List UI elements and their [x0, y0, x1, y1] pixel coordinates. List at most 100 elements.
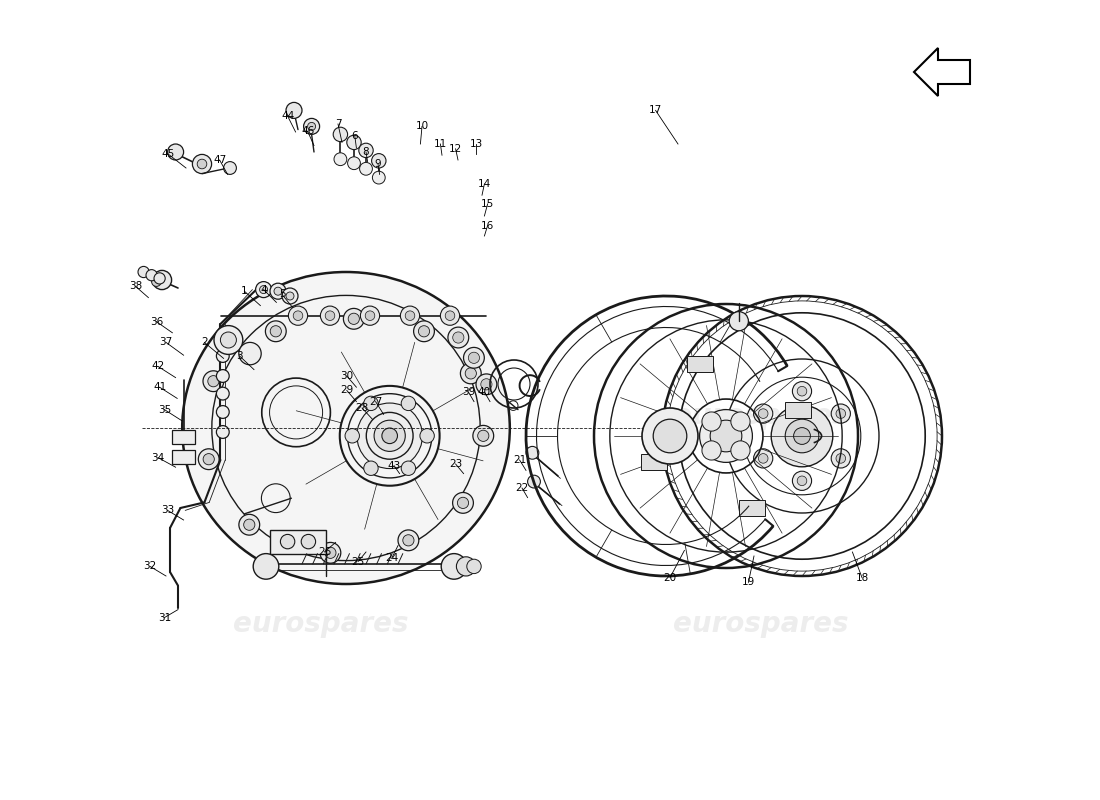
Circle shape — [167, 144, 184, 160]
Circle shape — [440, 306, 460, 326]
Circle shape — [798, 386, 806, 396]
Circle shape — [255, 282, 272, 298]
Circle shape — [146, 270, 157, 281]
Circle shape — [792, 471, 812, 490]
Text: 32: 32 — [143, 562, 156, 571]
Circle shape — [528, 475, 540, 488]
Circle shape — [223, 162, 236, 174]
Circle shape — [758, 454, 768, 463]
Text: 7: 7 — [334, 119, 341, 129]
Circle shape — [220, 332, 236, 348]
Circle shape — [418, 326, 430, 337]
Circle shape — [702, 441, 722, 460]
Text: 43: 43 — [387, 461, 400, 470]
Circle shape — [456, 557, 475, 576]
Text: 2: 2 — [201, 338, 208, 347]
Text: 8: 8 — [363, 147, 370, 157]
Text: 21: 21 — [513, 455, 526, 465]
Circle shape — [282, 288, 298, 304]
Text: 28: 28 — [355, 403, 368, 413]
Circle shape — [239, 342, 261, 365]
Text: 44: 44 — [280, 111, 294, 121]
Text: 4: 4 — [261, 285, 267, 294]
Text: 31: 31 — [157, 613, 170, 622]
Circle shape — [356, 403, 422, 469]
Circle shape — [461, 363, 481, 384]
Text: 39: 39 — [462, 387, 475, 397]
Text: 45: 45 — [161, 149, 174, 158]
Circle shape — [477, 430, 488, 442]
Circle shape — [214, 326, 243, 354]
Text: 30: 30 — [340, 371, 353, 381]
Circle shape — [420, 429, 434, 443]
Text: 27: 27 — [368, 397, 382, 406]
Circle shape — [364, 396, 378, 410]
Circle shape — [798, 476, 806, 486]
Circle shape — [286, 102, 302, 118]
Circle shape — [239, 514, 260, 535]
Circle shape — [217, 350, 229, 362]
Circle shape — [360, 162, 373, 175]
Text: 14: 14 — [477, 179, 491, 189]
Text: 24: 24 — [385, 554, 398, 563]
Circle shape — [653, 419, 686, 453]
Text: 11: 11 — [433, 139, 447, 149]
Circle shape — [382, 428, 397, 443]
Circle shape — [198, 449, 219, 470]
Text: 3: 3 — [236, 351, 243, 361]
Circle shape — [333, 127, 348, 142]
Circle shape — [372, 154, 386, 168]
Circle shape — [294, 311, 302, 321]
Text: 17: 17 — [649, 106, 662, 115]
Circle shape — [288, 306, 308, 326]
Circle shape — [204, 454, 214, 465]
Circle shape — [373, 171, 385, 184]
Circle shape — [244, 519, 255, 530]
Text: 1: 1 — [241, 286, 248, 296]
Circle shape — [208, 375, 219, 386]
Circle shape — [301, 534, 316, 549]
Text: 10: 10 — [416, 122, 429, 131]
Circle shape — [345, 429, 360, 443]
Circle shape — [702, 412, 722, 431]
Circle shape — [642, 408, 698, 464]
Circle shape — [793, 427, 811, 444]
Ellipse shape — [183, 272, 509, 584]
Circle shape — [469, 352, 480, 363]
Circle shape — [152, 277, 162, 286]
Circle shape — [402, 461, 416, 475]
Text: 25: 25 — [351, 557, 364, 566]
Circle shape — [349, 313, 360, 325]
Circle shape — [700, 410, 752, 462]
Text: 5: 5 — [278, 290, 285, 299]
Circle shape — [304, 118, 320, 134]
Circle shape — [365, 311, 375, 321]
Circle shape — [253, 554, 278, 579]
Text: eurospares: eurospares — [233, 610, 409, 638]
Circle shape — [260, 286, 267, 294]
Circle shape — [754, 404, 773, 423]
Circle shape — [204, 370, 223, 391]
Text: 36: 36 — [150, 317, 163, 326]
Text: 19: 19 — [741, 578, 755, 587]
Circle shape — [265, 321, 286, 342]
Circle shape — [403, 534, 414, 546]
Text: 34: 34 — [152, 453, 165, 462]
Circle shape — [832, 404, 850, 423]
FancyBboxPatch shape — [173, 450, 195, 464]
Text: 33: 33 — [161, 506, 174, 515]
Text: eurospares: eurospares — [233, 402, 409, 430]
Circle shape — [274, 287, 282, 295]
Circle shape — [192, 154, 211, 174]
Circle shape — [197, 159, 207, 169]
FancyBboxPatch shape — [270, 530, 326, 554]
Circle shape — [452, 493, 473, 514]
Text: 37: 37 — [160, 338, 173, 347]
Circle shape — [448, 327, 469, 348]
Circle shape — [346, 135, 361, 150]
Circle shape — [711, 420, 741, 452]
Text: 47: 47 — [213, 155, 227, 165]
Text: 41: 41 — [153, 382, 166, 392]
Text: 46: 46 — [301, 126, 315, 136]
Circle shape — [402, 396, 416, 410]
